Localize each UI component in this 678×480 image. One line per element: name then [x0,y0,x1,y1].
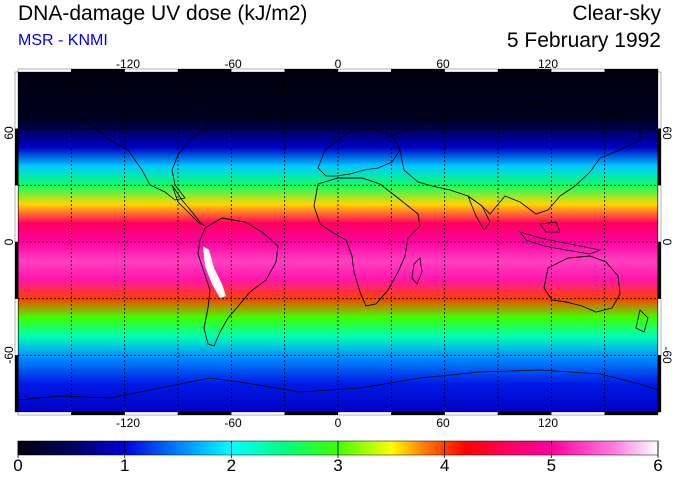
lat-label-left: -60 [2,346,16,364]
lon-labels-top: -120 -60 0 60 120 [116,57,558,71]
scale-label-2: 2 [226,456,237,475]
lon-label-bottom: -60 [224,416,242,430]
data-source: MSR - KNMI [18,32,108,49]
lon-label-top: -60 [224,57,242,71]
new-zealand-outline [635,309,649,333]
lon-label-bottom: 120 [538,416,558,430]
madagascar-outline [411,257,423,285]
lon-label-bottom: 60 [436,416,450,430]
india-outline [467,194,491,231]
frame-tick-segment [551,411,605,416]
graticule [18,72,658,412]
lon-label-top: 120 [538,57,558,71]
lon-label-top: 0 [335,57,342,71]
frame-tick-segment [657,185,662,243]
frame-tick-segment [657,71,662,129]
greenland-outline [234,75,291,116]
lat-label-right: 0 [660,239,674,246]
asia-outline [391,103,641,215]
frame-ticks [14,68,662,416]
frame-tick-segment [124,411,179,416]
indonesia-outline [518,221,602,255]
frame-tick-segment [177,68,232,73]
lat-label-right: -60 [660,346,674,364]
antarctica-outline [18,369,658,401]
frame-tick-segment [337,68,392,73]
sky-condition: Clear-sky [572,2,661,25]
lat-label-left: 0 [2,238,16,245]
lon-label-top: 60 [436,57,450,71]
europe-outline [317,127,401,177]
lon-label-bottom: 0 [335,416,342,430]
frame-tick-segment [14,185,19,243]
lat-labels-right: 60 0 -60 [660,126,674,364]
frame-tick-segment [551,68,605,73]
frame-tick-segment [391,411,445,416]
scale-label-6: 6 [653,456,663,475]
lon-labels-bottom: -120 -60 0 60 120 [116,416,558,430]
scale-label-3: 3 [333,456,343,475]
frame-tick-segment [17,68,72,73]
lat-label-left: 60 [2,126,16,140]
color-scale-ticks [17,441,659,458]
scale-label-5: 5 [546,456,557,475]
scale-label-4: 4 [439,456,450,475]
south-america-outline [197,217,279,347]
africa-outline [313,177,421,307]
frame-tick-segment [14,241,19,299]
frame-tick-segment [604,411,659,416]
landmasses [18,75,658,401]
frame-tick-segment [604,68,659,73]
andes-highlight [203,246,226,298]
frame-tick-segment [14,355,19,413]
map-date: 5 February 1992 [506,29,661,52]
scale-label-1: 1 [119,456,130,475]
frame-tick-segment [444,68,499,73]
frame-tick-segment [177,411,232,416]
frame-tick-segment [497,411,552,416]
frame-tick-segment [657,241,662,299]
central-america-outline [171,184,206,227]
frame-tick-segment [71,411,125,416]
lat-label-right: 60 [660,126,674,140]
frame-tick-segment [444,411,499,416]
north-america-outline [39,84,216,201]
frame-tick-segment [231,411,285,416]
lat-labels-left: 60 0 -60 [2,126,16,364]
lon-label-top: -120 [116,57,140,71]
frame-tick-segment [337,411,392,416]
frame-tick-segment [657,355,662,413]
frame-tick-segment [284,411,339,416]
frame-tick-segment [14,71,19,129]
lon-label-bottom: -120 [116,416,140,430]
scale-label-0: 0 [13,456,23,475]
australia-outline [543,255,621,313]
frame-tick-segment [17,411,72,416]
frame-tick-segment [284,68,339,73]
map-title: DNA-damage UV dose (kJ/m2) [18,2,308,25]
